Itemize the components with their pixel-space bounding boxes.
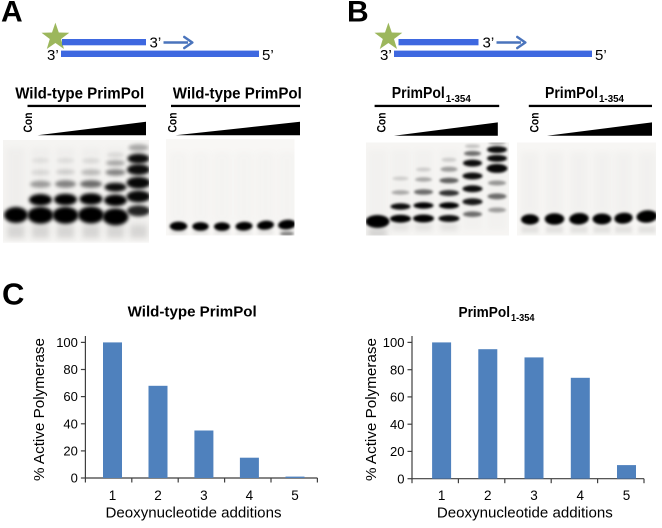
svg-text:% Active Polymerase: % Active Polymerase [364,338,380,481]
svg-text:1: 1 [438,488,446,503]
svg-text:3: 3 [530,488,538,503]
svg-text:1-354: 1-354 [511,313,535,324]
svg-text:C: C [2,277,24,312]
svg-text:A: A [1,0,23,28]
svg-text:Con: Con [168,113,180,133]
svg-text:Deoxynucleotide additions: Deoxynucleotide additions [106,505,282,522]
svg-text:3’: 3’ [150,35,162,52]
svg-text:5’: 5’ [262,47,274,64]
svg-text:40: 40 [390,417,404,432]
svg-text:20: 20 [390,444,404,459]
svg-text:1: 1 [109,488,117,503]
svg-text:4: 4 [246,488,254,503]
svg-text:PrimPol: PrimPol [545,85,598,102]
svg-text:80: 80 [63,362,77,377]
svg-text:Deoxynucleotide additions: Deoxynucleotide additions [437,505,613,522]
svg-text:80: 80 [390,362,404,377]
svg-text:100: 100 [383,335,405,350]
svg-text:Con: Con [23,113,35,133]
svg-text:2: 2 [154,488,162,503]
svg-text:0: 0 [71,471,78,486]
svg-text:5’: 5’ [595,47,607,64]
svg-text:3’: 3’ [47,47,59,64]
svg-text:3’: 3’ [380,47,392,64]
svg-text:3’: 3’ [483,35,495,52]
svg-text:60: 60 [390,390,404,405]
svg-text:% Active Polymerase: % Active Polymerase [32,338,48,481]
svg-text:60: 60 [63,389,77,404]
svg-text:4: 4 [576,488,584,503]
svg-text:Con: Con [377,113,389,133]
svg-text:3: 3 [200,488,208,503]
svg-text:Con: Con [530,113,542,133]
svg-text:Wild-type PrimPol: Wild-type PrimPol [173,85,302,102]
svg-text:5: 5 [291,488,299,503]
svg-text:Wild-type PrimPol: Wild-type PrimPol [128,303,257,320]
svg-text:2: 2 [484,488,492,503]
svg-text:1-354: 1-354 [599,94,624,105]
svg-text:5: 5 [623,488,631,503]
svg-text:40: 40 [63,416,77,431]
svg-text:1-354: 1-354 [446,94,471,105]
svg-text:PrimPol: PrimPol [392,85,445,102]
svg-text:Wild-type PrimPol: Wild-type PrimPol [15,85,144,102]
svg-text:PrimPol: PrimPol [459,304,511,321]
svg-text:20: 20 [63,444,77,459]
svg-text:B: B [347,0,369,28]
svg-text:0: 0 [397,471,404,486]
svg-text:100: 100 [56,335,78,350]
